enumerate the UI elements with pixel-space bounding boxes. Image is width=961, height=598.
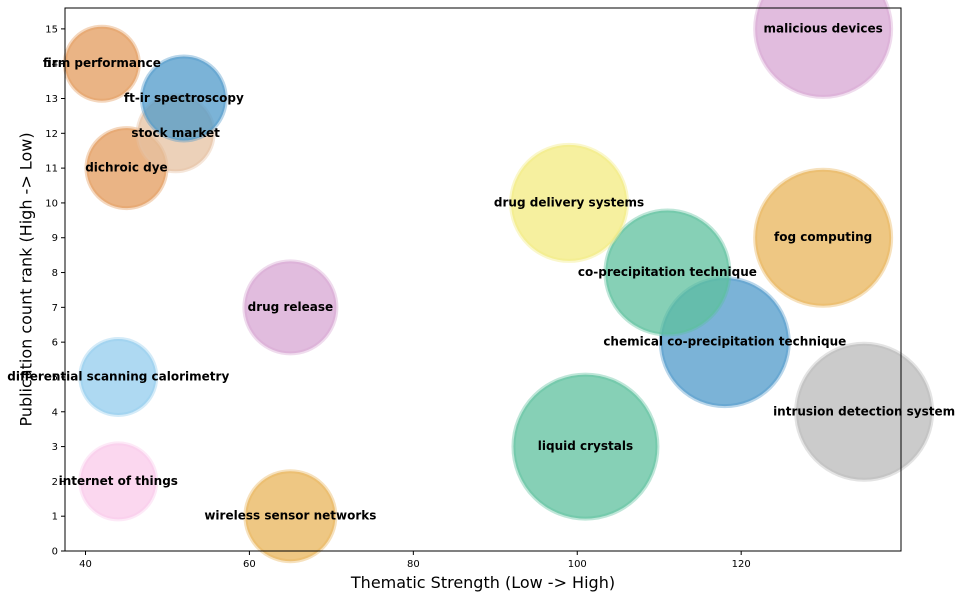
x-axis-title: Thematic Strength (Low -> High) xyxy=(350,573,615,592)
x-tick-label: 40 xyxy=(79,559,92,570)
bubble-label-firm-performance: firm performance xyxy=(43,56,161,70)
y-axis-title: Publication count rank (High -> Low) xyxy=(17,132,36,426)
bubble-label-intrusion-detection-system: intrusion detection system xyxy=(773,404,955,418)
y-tick-label: 8 xyxy=(52,268,58,279)
y-tick-label: 3 xyxy=(52,442,58,453)
bubble-label-chemical-co-precipitation-technique: chemical co-precipitation technique xyxy=(603,335,846,349)
bubble-internet-of-things xyxy=(78,441,159,522)
bubble-label-liquid-crystals: liquid crystals xyxy=(538,439,633,453)
bubbles-layer xyxy=(62,0,935,564)
bubble-fog-computing xyxy=(753,167,894,308)
y-tick-label: 7 xyxy=(52,303,58,314)
y-tick-label: 4 xyxy=(52,407,58,418)
y-tick-label: 1 xyxy=(52,512,58,523)
y-tick-label: 6 xyxy=(52,338,58,349)
y-tick-label: 0 xyxy=(52,547,58,558)
bubble-label-ft-ir-spectroscopy: ft-ir spectroscopy xyxy=(124,91,244,105)
bubble-malicious-devices xyxy=(753,0,894,99)
bubble-labels-layer: wireless sensor networks internet of thin… xyxy=(7,21,955,522)
bubble-label-dichroic-dye: dichroic dye xyxy=(85,161,167,175)
y-tick-label: 11 xyxy=(45,164,58,175)
bubble-label-drug-release: drug release xyxy=(248,300,334,314)
bubble-ft-ir-spectroscopy xyxy=(139,54,228,143)
bubble-label-stock-market: stock market xyxy=(131,126,220,140)
bubble-label-internet-of-things: internet of things xyxy=(59,474,178,488)
bubble-drug-delivery-systems xyxy=(509,142,630,263)
y-tick-label: 10 xyxy=(45,198,58,209)
bubble-differential-scanning-calorimetry xyxy=(78,336,159,417)
bubble-wireless-sensor-networks xyxy=(243,469,338,564)
x-tick-label: 60 xyxy=(243,559,256,570)
x-tick-label: 80 xyxy=(407,559,420,570)
bubble-drug-release xyxy=(242,259,339,356)
bubble-label-drug-delivery-systems: drug delivery systems xyxy=(494,195,644,209)
bubble-label-differential-scanning-calorimetry: differential scanning calorimetry xyxy=(7,369,229,383)
y-tick-label: 15 xyxy=(45,24,58,35)
bubble-label-malicious-devices: malicious devices xyxy=(764,21,883,35)
y-tick-label: 13 xyxy=(45,94,58,105)
bubble-label-co-precipitation-technique: co-precipitation technique xyxy=(578,265,757,279)
y-tick-label: 12 xyxy=(45,129,58,140)
y-tick-label: 14 xyxy=(45,59,58,70)
bubble-label-wireless-sensor-networks: wireless sensor networks xyxy=(204,509,376,523)
x-tick-label: 120 xyxy=(732,559,751,570)
plot-frame xyxy=(64,7,902,552)
bubble-co-precipitation-technique xyxy=(603,208,732,337)
y-tick-label: 9 xyxy=(52,233,58,244)
bubble-label-fog-computing: fog computing xyxy=(774,230,872,244)
x-tick-label: 100 xyxy=(568,559,587,570)
y-tick-label: 2 xyxy=(52,477,58,488)
x-axis-ticks: 40 60 80 100 120 xyxy=(79,551,751,570)
y-tick-label: 5 xyxy=(52,372,58,383)
bubble-intrusion-detection-system xyxy=(794,341,935,482)
bubble-liquid-crystals xyxy=(511,372,660,521)
